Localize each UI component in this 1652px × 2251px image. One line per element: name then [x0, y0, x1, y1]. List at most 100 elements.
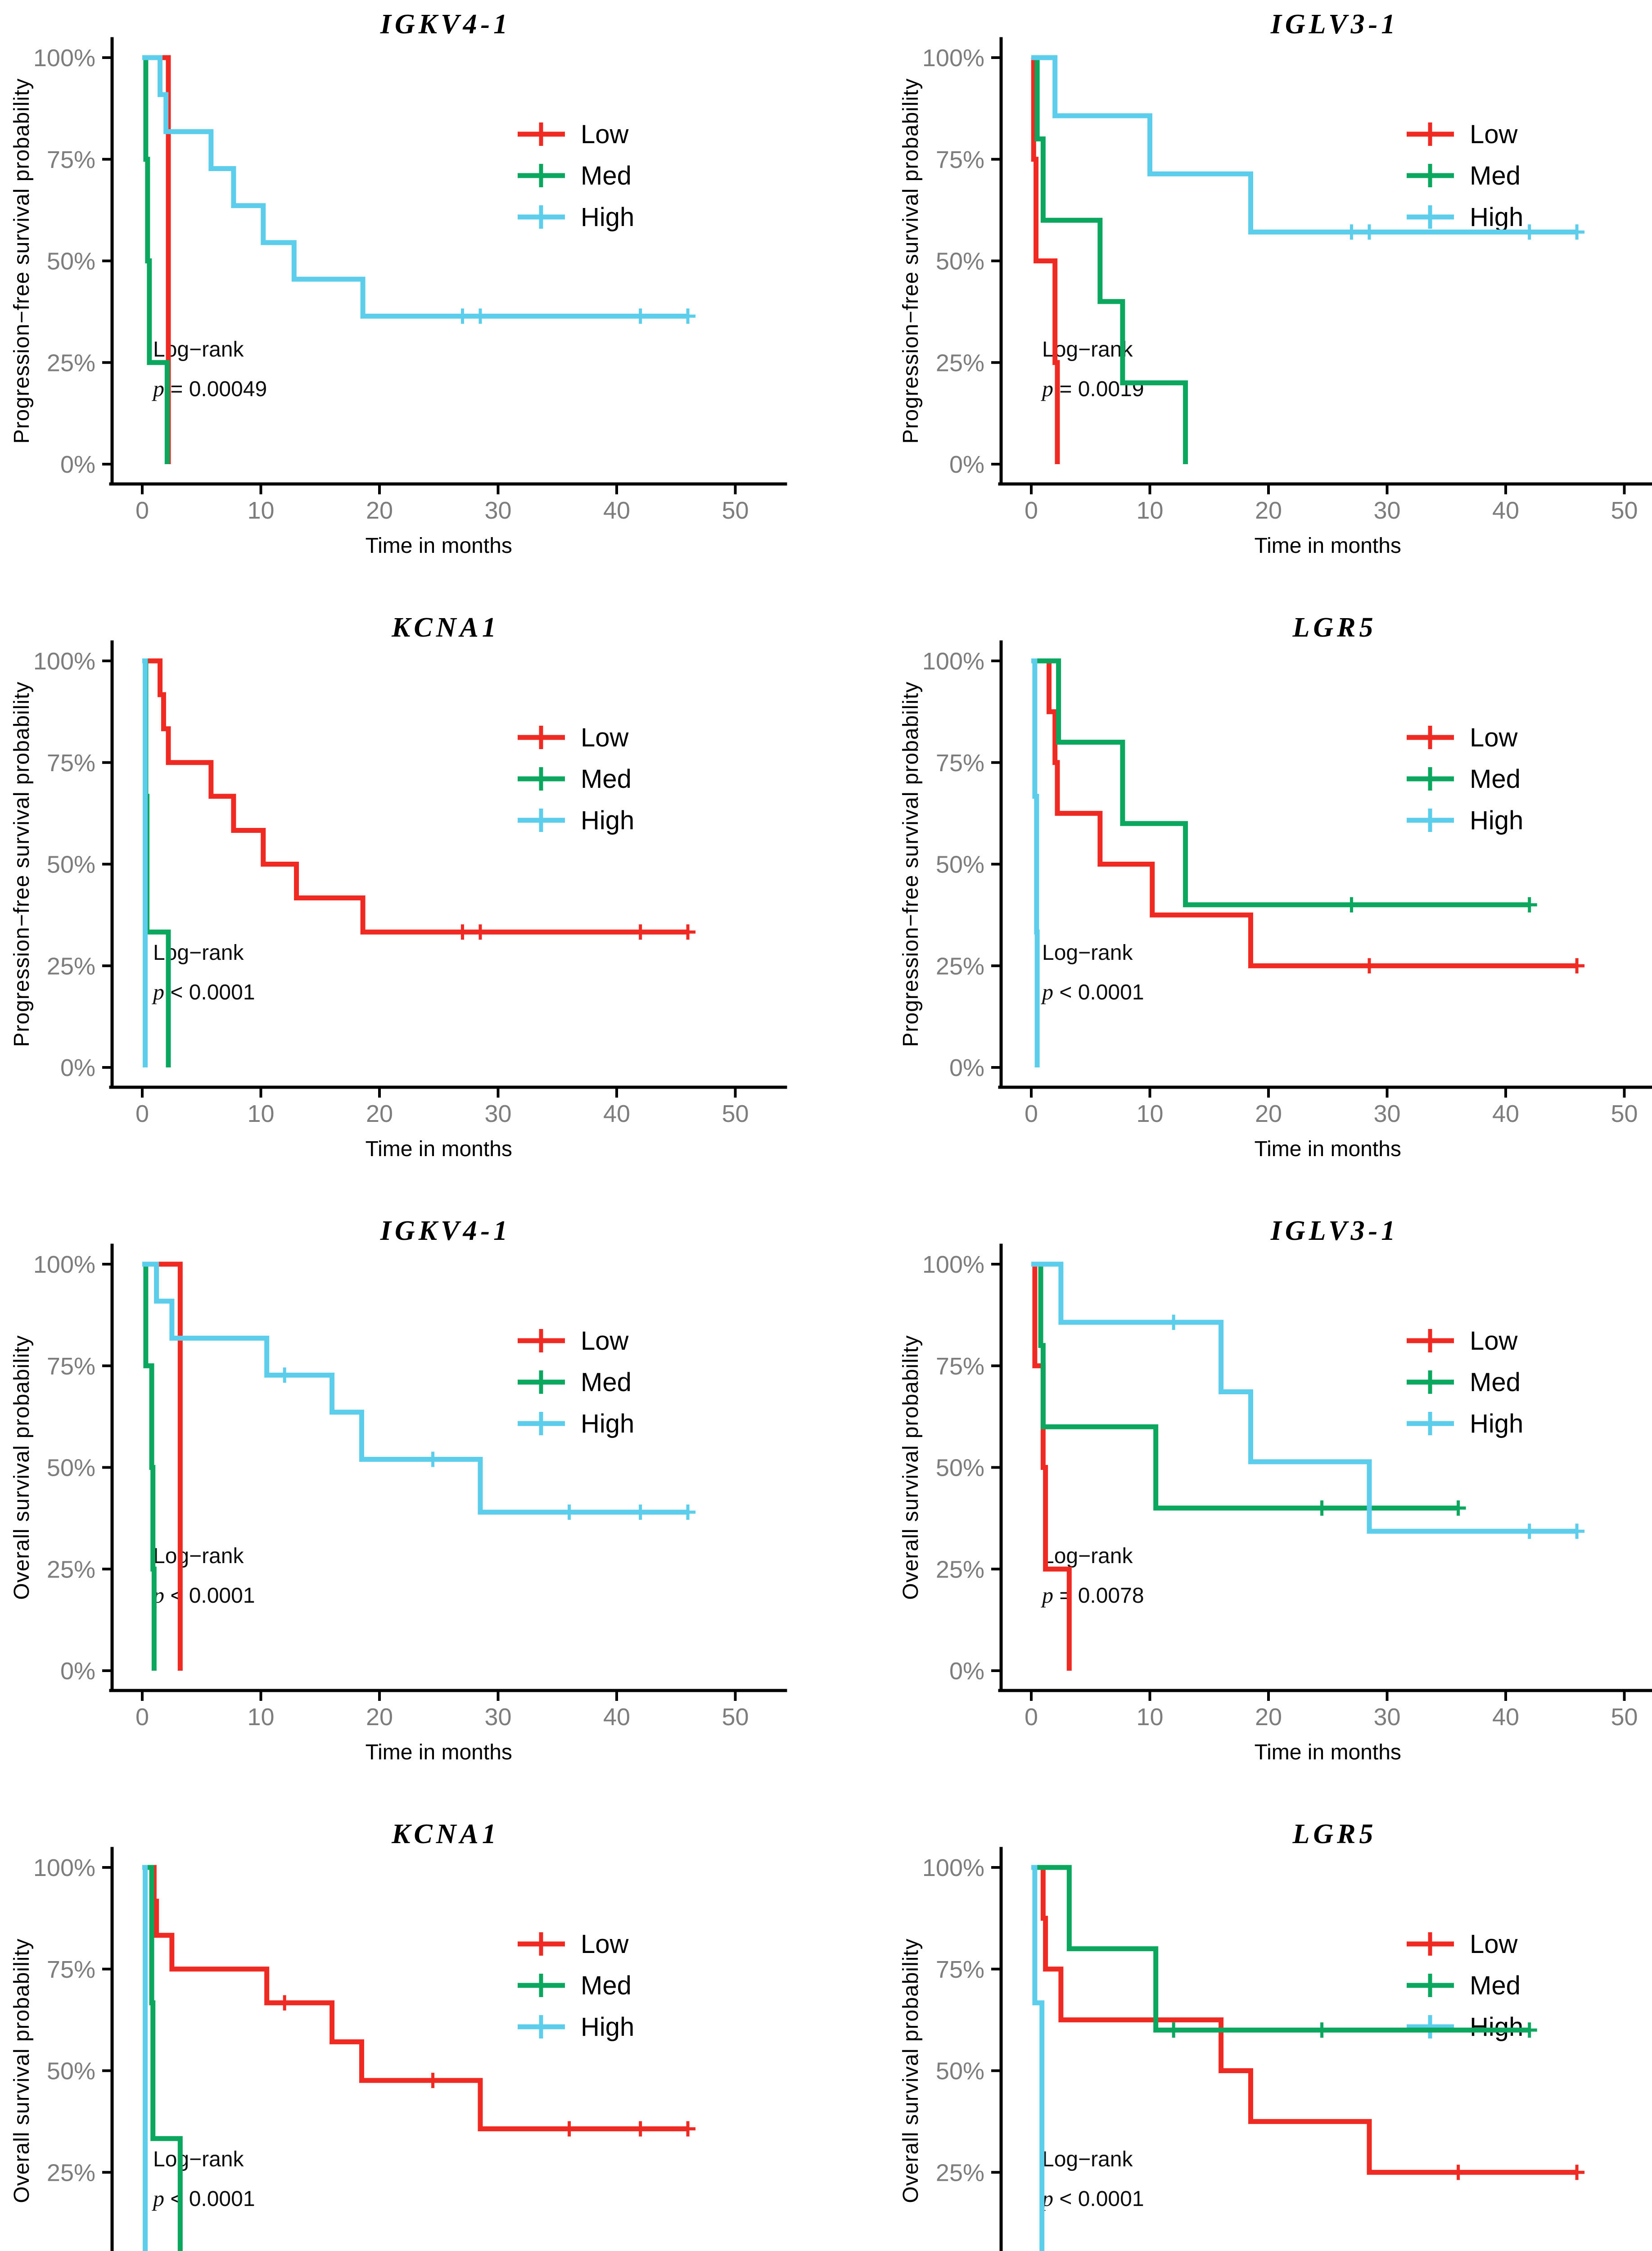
x-tick-label: 50 — [1611, 1704, 1638, 1731]
y-axis-title: Progression−free survival probability — [899, 78, 923, 443]
y-tick-label: 50% — [936, 2058, 984, 2085]
y-tick-label: 50% — [936, 851, 984, 878]
y-tick-label: 0% — [60, 1054, 95, 1081]
x-tick-label: 40 — [603, 1704, 630, 1731]
x-tick-label: 0 — [135, 1100, 149, 1127]
x-tick-label: 0 — [1025, 1704, 1038, 1731]
legend-label-high: High — [581, 2012, 634, 2042]
legend-label-high: High — [581, 1409, 634, 1438]
y-axis-title: Overall survival probability — [10, 1938, 34, 2203]
x-tick-label: 20 — [1255, 497, 1282, 524]
chart-title: IGLV3-1 — [1270, 1216, 1399, 1246]
pvalue-label: p < 0.0001 — [152, 979, 255, 1004]
y-tick-label: 25% — [47, 953, 95, 980]
km-step-line-med — [1031, 1865, 1530, 2033]
y-tick-label: 100% — [33, 648, 95, 675]
x-tick-label: 20 — [366, 497, 393, 524]
legend-label-med: Med — [1470, 161, 1521, 190]
y-tick-label: 0% — [949, 1658, 984, 1685]
legend-label-med: Med — [1470, 1368, 1521, 1397]
x-tick-label: 30 — [1373, 1704, 1400, 1731]
chart-title: KCNA1 — [391, 612, 500, 643]
x-tick-label: 30 — [484, 497, 511, 524]
x-tick-label: 20 — [366, 1704, 393, 1731]
pvalue-label: p = 0.00049 — [152, 376, 267, 401]
y-tick-label: 50% — [936, 248, 984, 275]
y-tick-label: 100% — [922, 1251, 984, 1278]
y-tick-label: 0% — [949, 451, 984, 478]
x-tick-label: 20 — [1255, 1100, 1282, 1127]
x-tick-label: 10 — [247, 1704, 274, 1731]
legend-label-high: High — [581, 806, 634, 835]
km-step-line-high — [1031, 55, 1577, 235]
y-tick-label: 0% — [60, 1658, 95, 1685]
x-tick-label: 20 — [1255, 1704, 1282, 1731]
km-step-line-med — [1031, 1261, 1458, 1511]
y-tick-label: 25% — [936, 2159, 984, 2186]
x-tick-label: 0 — [1025, 1100, 1038, 1127]
legend-label-low: Low — [1470, 1930, 1518, 1959]
legend-label-high: High — [1470, 2012, 1523, 2042]
km-chart-6-iglv3-1: IGLV3-1 0% 25% 50% 75% 100% 0 10 20 30 40 50 Time in… — [826, 1207, 1652, 1810]
y-tick-label: 50% — [47, 2058, 95, 2085]
km-step-line-high — [142, 1261, 688, 1515]
x-tick-label: 40 — [1492, 1100, 1519, 1127]
km-step-line-low — [1031, 1865, 1577, 2175]
x-tick-label: 30 — [1373, 1100, 1400, 1127]
x-tick-label: 30 — [1373, 497, 1400, 524]
km-step-line-low — [1031, 55, 1060, 464]
y-tick-label: 25% — [936, 349, 984, 376]
x-tick-label: 20 — [366, 1100, 393, 1127]
y-tick-label: 0% — [949, 1054, 984, 1081]
km-step-line-med — [142, 1865, 183, 2251]
chart-title: KCNA1 — [391, 1819, 500, 1849]
legend-label-med: Med — [581, 1368, 632, 1397]
legend-label-high: High — [1470, 203, 1523, 232]
y-axis-title: Overall survival probability — [899, 1938, 923, 2203]
x-tick-label: 10 — [247, 1100, 274, 1127]
km-chart-1-igkv4-1: IGKV4-1 0% 25% 50% 75% 100% 0 10 20 30 40 50 Time in… — [0, 0, 826, 603]
km-step-line-high — [142, 1865, 148, 2251]
chart-title: IGLV3-1 — [1270, 9, 1399, 40]
x-axis-title: Time in months — [1255, 1740, 1401, 1764]
y-tick-label: 100% — [33, 1251, 95, 1278]
x-tick-label: 50 — [1611, 497, 1638, 524]
y-tick-label: 50% — [47, 851, 95, 878]
legend-label-low: Low — [1470, 1326, 1518, 1356]
pvalue-label: p < 0.0001 — [152, 2186, 255, 2211]
km-step-line-med — [142, 55, 170, 464]
legend-label-low: Low — [1470, 120, 1518, 149]
x-tick-label: 10 — [1136, 1100, 1163, 1127]
y-tick-label: 75% — [47, 146, 95, 173]
legend-label-med: Med — [1470, 1971, 1521, 2000]
km-step-line-low — [1031, 658, 1577, 968]
y-axis-title: Progression−free survival probability — [10, 681, 34, 1047]
logrank-label: Log−rank — [1042, 1544, 1133, 1568]
y-tick-label: 75% — [936, 1353, 984, 1380]
y-tick-label: 100% — [922, 648, 984, 675]
logrank-label: Log−rank — [1042, 941, 1133, 965]
chart-title: IGKV4-1 — [380, 9, 511, 40]
y-tick-label: 25% — [47, 349, 95, 376]
legend-label-low: Low — [581, 120, 629, 149]
y-tick-label: 75% — [936, 146, 984, 173]
km-step-line-med — [142, 1261, 157, 1671]
y-axis-title: Overall survival probability — [10, 1335, 34, 1600]
y-tick-label: 50% — [47, 1455, 95, 1482]
legend-label-med: Med — [1470, 764, 1521, 794]
km-step-line-low — [1031, 1261, 1072, 1671]
pvalue-label: p < 0.0001 — [1041, 979, 1144, 1004]
x-tick-label: 10 — [1136, 1704, 1163, 1731]
y-tick-label: 25% — [936, 953, 984, 980]
chart-title: LGR5 — [1292, 612, 1377, 643]
y-tick-label: 75% — [47, 750, 95, 777]
x-tick-label: 10 — [247, 497, 274, 524]
x-tick-label: 30 — [484, 1704, 511, 1731]
chart-title: IGKV4-1 — [380, 1216, 511, 1246]
legend-label-high: High — [1470, 806, 1523, 835]
km-chart-3-kcna1: KCNA1 0% 25% 50% 75% 100% 0 10 20 30 40 50 Time in m… — [0, 603, 826, 1207]
x-tick-label: 40 — [603, 1100, 630, 1127]
y-tick-label: 25% — [47, 1556, 95, 1583]
logrank-label: Log−rank — [1042, 2147, 1133, 2171]
